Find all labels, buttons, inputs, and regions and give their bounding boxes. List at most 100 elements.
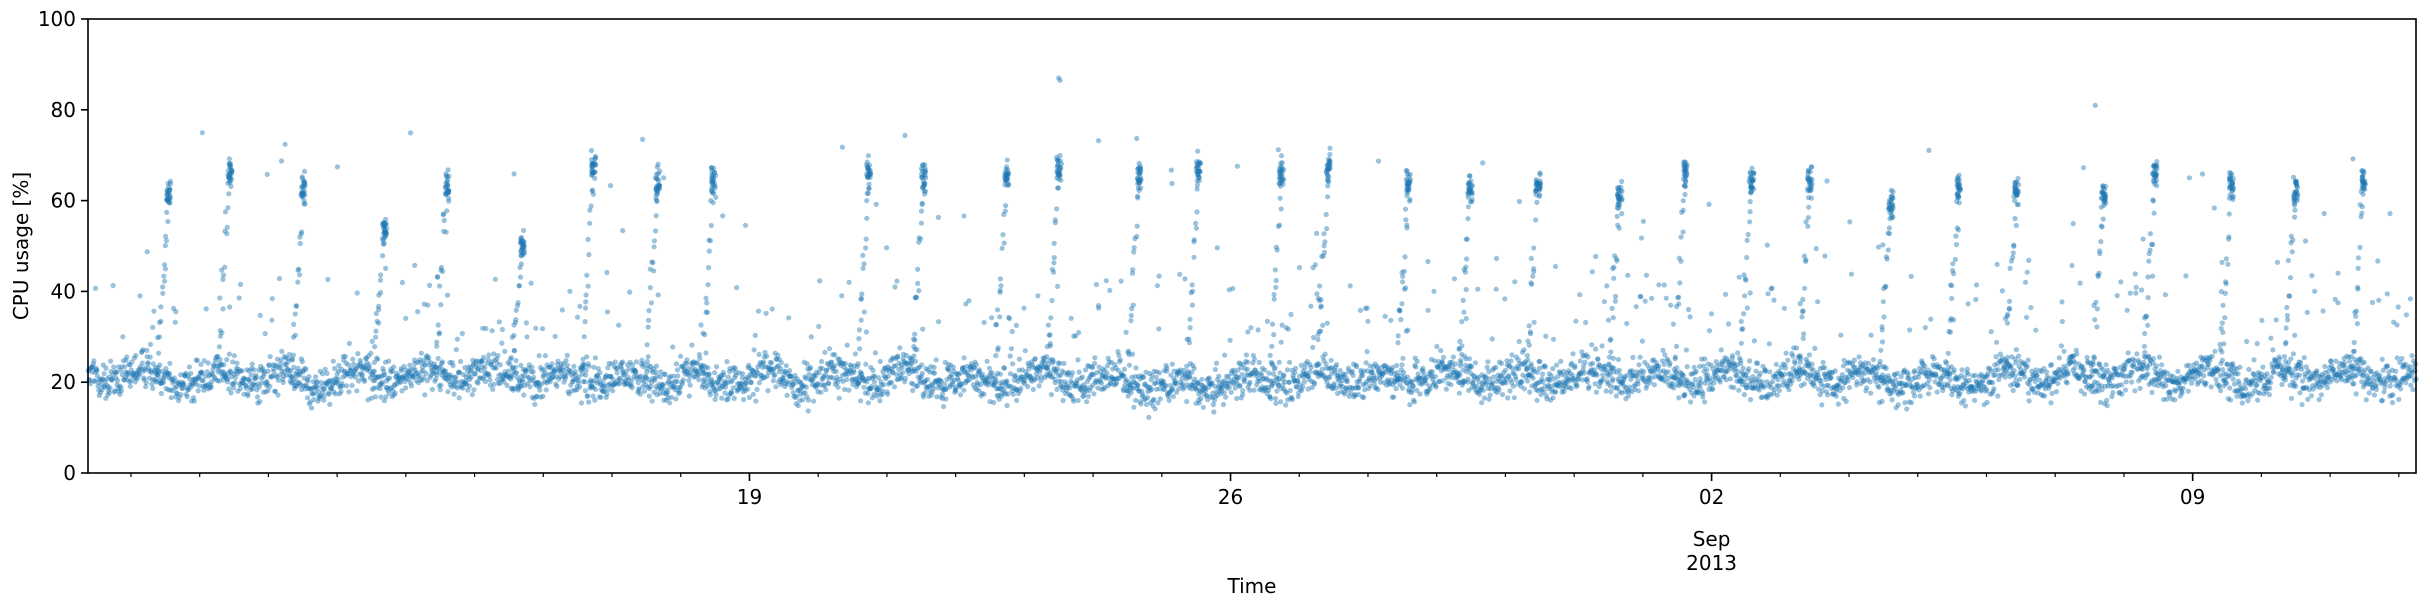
data-point xyxy=(1542,364,1548,370)
data-point xyxy=(783,363,789,369)
data-point xyxy=(154,369,160,375)
data-point xyxy=(550,374,557,380)
data-point xyxy=(227,368,233,374)
data-point xyxy=(2376,297,2382,303)
data-point xyxy=(1785,357,1791,363)
data-point xyxy=(1281,373,1287,379)
data-point xyxy=(565,389,571,395)
data-point xyxy=(167,387,174,393)
data-point xyxy=(1156,326,1162,332)
data-point xyxy=(1586,384,1592,390)
data-point xyxy=(564,366,570,372)
data-point xyxy=(615,381,621,387)
data-point xyxy=(412,357,418,363)
data-point xyxy=(1550,336,1557,342)
data-point xyxy=(2296,372,2303,378)
data-point xyxy=(109,376,115,382)
data-point xyxy=(910,387,916,394)
data-point xyxy=(2053,389,2060,395)
data-point xyxy=(418,350,424,356)
data-point xyxy=(164,209,170,215)
data-point xyxy=(499,340,505,346)
data-point xyxy=(295,279,301,285)
data-point xyxy=(1375,387,1381,393)
data-point xyxy=(556,368,562,374)
data-point xyxy=(177,381,183,387)
data-point xyxy=(211,363,217,369)
data-point xyxy=(1010,361,1016,367)
data-point xyxy=(174,391,180,397)
data-point xyxy=(96,387,102,393)
data-point xyxy=(932,370,938,376)
data-point xyxy=(2061,348,2067,354)
data-point xyxy=(180,381,186,388)
data-point xyxy=(1990,380,1996,386)
data-point xyxy=(494,377,501,383)
data-point xyxy=(564,352,570,358)
data-point xyxy=(319,371,326,377)
data-point xyxy=(379,381,385,387)
data-point xyxy=(329,386,335,392)
data-point xyxy=(2235,371,2241,377)
data-point xyxy=(1911,393,1918,399)
data-point xyxy=(325,380,331,386)
data-point xyxy=(1670,321,1676,327)
data-point xyxy=(459,330,465,337)
data-point xyxy=(175,380,181,386)
data-point xyxy=(423,370,429,376)
data-point xyxy=(388,385,395,391)
data-point xyxy=(706,371,712,377)
data-point xyxy=(2243,386,2249,392)
data-point xyxy=(179,379,185,385)
data-point xyxy=(312,390,318,396)
data-point xyxy=(393,374,399,380)
data-point xyxy=(1414,358,1420,364)
data-point xyxy=(188,370,194,376)
data-point xyxy=(931,364,937,370)
data-point xyxy=(2390,392,2396,398)
data-point xyxy=(135,367,141,374)
data-point xyxy=(155,373,162,379)
data-point xyxy=(162,278,168,284)
data-point xyxy=(1206,375,1212,381)
data-point xyxy=(143,380,149,386)
data-point xyxy=(512,370,518,376)
data-point xyxy=(1076,329,1082,336)
data-point xyxy=(494,360,500,366)
data-point xyxy=(581,363,587,369)
data-point xyxy=(818,358,825,365)
data-point xyxy=(1521,386,1527,392)
data-point xyxy=(298,382,304,388)
data-point xyxy=(533,380,540,386)
data-point xyxy=(145,360,151,366)
data-point xyxy=(288,367,294,374)
data-point xyxy=(1245,359,1251,365)
data-point xyxy=(752,332,758,338)
data-point xyxy=(184,394,190,400)
data-point xyxy=(151,376,158,382)
data-point xyxy=(1895,402,1901,408)
data-point xyxy=(1636,362,1642,368)
data-point xyxy=(458,379,464,385)
data-point xyxy=(134,371,140,377)
data-point xyxy=(1599,343,1605,349)
data-point xyxy=(415,309,421,315)
data-point xyxy=(846,387,852,393)
data-point xyxy=(215,363,221,369)
data-point xyxy=(514,374,520,380)
data-point xyxy=(885,373,891,379)
data-point xyxy=(299,229,305,235)
data-point xyxy=(686,377,692,384)
data-point xyxy=(496,380,502,386)
data-point xyxy=(1552,389,1558,395)
data-point xyxy=(120,334,126,340)
data-point xyxy=(1530,375,1536,381)
data-point xyxy=(1686,306,1692,313)
data-point xyxy=(627,289,633,295)
data-point xyxy=(98,382,105,388)
data-point xyxy=(489,359,495,365)
data-point xyxy=(861,384,867,390)
data-point xyxy=(440,369,446,375)
data-point xyxy=(844,377,850,383)
data-point xyxy=(1163,382,1169,388)
